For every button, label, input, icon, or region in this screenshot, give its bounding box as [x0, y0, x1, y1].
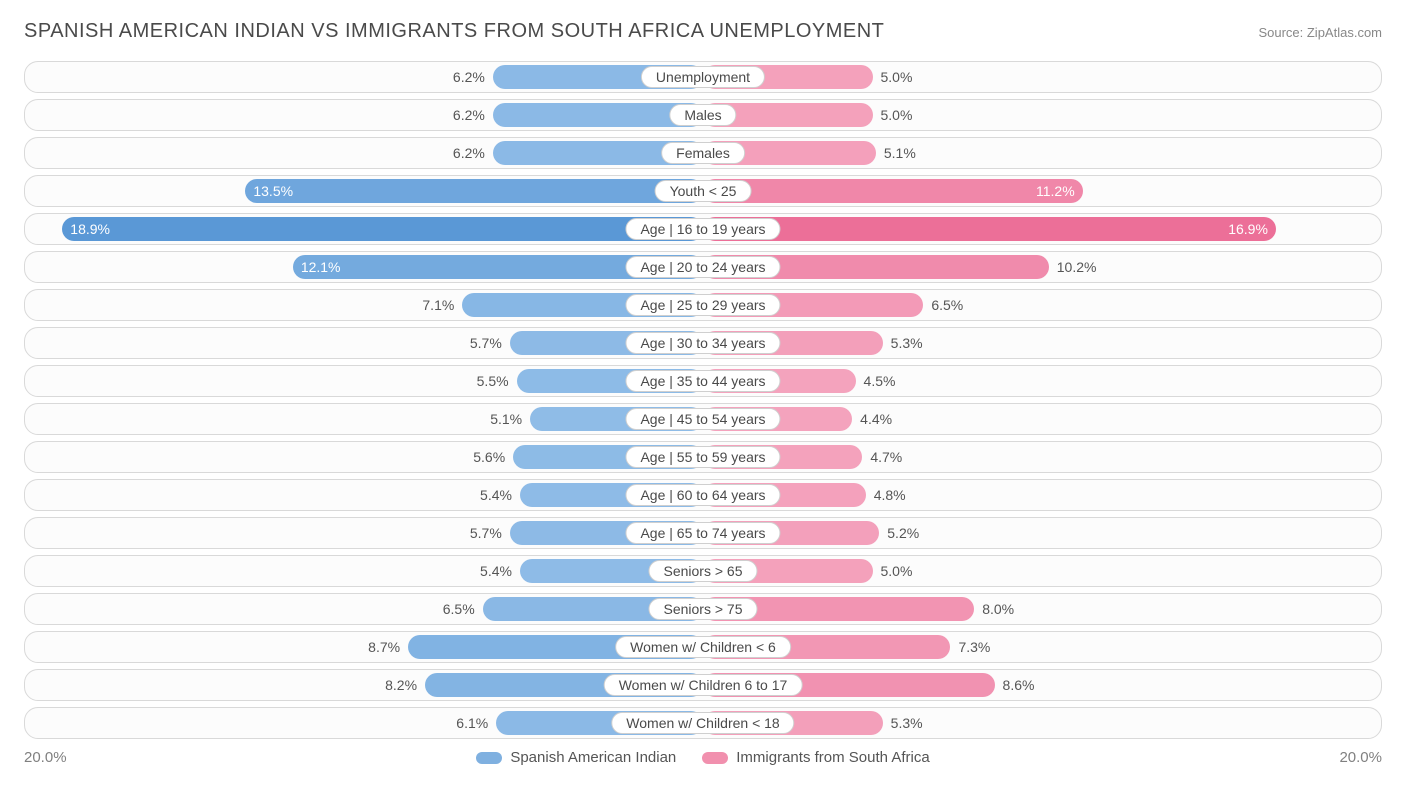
category-label: Seniors > 75 — [649, 598, 758, 620]
value-left: 8.2% — [385, 677, 417, 693]
chart-row: 5.1% 4.4% Age | 45 to 54 years — [24, 403, 1382, 435]
value-right: 8.0% — [982, 601, 1014, 617]
chart-row: 8.7% 7.3% Women w/ Children < 6 — [24, 631, 1382, 663]
value-right: 5.0% — [881, 107, 913, 123]
category-label: Age | 16 to 19 years — [625, 218, 780, 240]
legend: Spanish American Indian Immigrants from … — [476, 749, 929, 766]
category-label: Seniors > 65 — [649, 560, 758, 582]
legend-right: Immigrants from South Africa — [702, 749, 929, 766]
value-right: 4.4% — [860, 411, 892, 427]
value-right: 5.1% — [884, 145, 916, 161]
chart-row: 6.2% 5.1% Females — [24, 137, 1382, 169]
value-right: 5.0% — [881, 563, 913, 579]
value-right: 4.5% — [864, 373, 896, 389]
category-label: Age | 25 to 29 years — [625, 294, 780, 316]
value-left: 5.1% — [490, 411, 522, 427]
category-label: Age | 55 to 59 years — [625, 446, 780, 468]
chart-row: 8.2% 8.6% Women w/ Children 6 to 17 — [24, 669, 1382, 701]
chart-row: 6.2% 5.0% Unemployment — [24, 61, 1382, 93]
chart-row: 6.1% 5.3% Women w/ Children < 18 — [24, 707, 1382, 739]
chart-row: 5.7% 5.3% Age | 30 to 34 years — [24, 327, 1382, 359]
category-label: Unemployment — [641, 66, 765, 88]
chart-title: SPANISH AMERICAN INDIAN VS IMMIGRANTS FR… — [24, 20, 884, 43]
chart-source: Source: ZipAtlas.com — [1258, 25, 1382, 40]
chart-row: 7.1% 6.5% Age | 25 to 29 years — [24, 289, 1382, 321]
value-right: 6.5% — [931, 297, 963, 313]
legend-right-label: Immigrants from South Africa — [736, 749, 929, 766]
chart-row: 5.4% 5.0% Seniors > 65 — [24, 555, 1382, 587]
value-left: 5.4% — [480, 487, 512, 503]
bar-right — [703, 179, 1083, 203]
category-label: Age | 30 to 34 years — [625, 332, 780, 354]
category-label: Age | 35 to 44 years — [625, 370, 780, 392]
category-label: Youth < 25 — [655, 180, 752, 202]
value-left: 12.1% — [301, 259, 341, 275]
chart-row: 5.5% 4.5% Age | 35 to 44 years — [24, 365, 1382, 397]
chart-row: 5.7% 5.2% Age | 65 to 74 years — [24, 517, 1382, 549]
axis-left-max: 20.0% — [24, 749, 67, 766]
legend-left: Spanish American Indian — [476, 749, 676, 766]
legend-right-swatch — [702, 752, 728, 764]
category-label: Women w/ Children < 18 — [611, 712, 794, 734]
category-label: Age | 65 to 74 years — [625, 522, 780, 544]
value-left: 7.1% — [422, 297, 454, 313]
value-right: 7.3% — [958, 639, 990, 655]
category-label: Age | 20 to 24 years — [625, 256, 780, 278]
axis-right-max: 20.0% — [1339, 749, 1382, 766]
bar-right — [703, 217, 1276, 241]
value-right: 5.3% — [891, 335, 923, 351]
value-left: 18.9% — [70, 221, 110, 237]
value-left: 6.1% — [456, 715, 488, 731]
value-left: 5.6% — [473, 449, 505, 465]
value-right: 5.0% — [881, 69, 913, 85]
chart-row: 13.5% 11.2% Youth < 25 — [24, 175, 1382, 207]
value-right: 11.2% — [1036, 183, 1075, 199]
value-left: 5.4% — [480, 563, 512, 579]
value-right: 16.9% — [1228, 221, 1268, 237]
value-left: 6.2% — [453, 145, 485, 161]
category-label: Women w/ Children 6 to 17 — [604, 674, 803, 696]
category-label: Females — [661, 142, 745, 164]
chart-row: 5.6% 4.7% Age | 55 to 59 years — [24, 441, 1382, 473]
legend-left-swatch — [476, 752, 502, 764]
chart-row: 6.5% 8.0% Seniors > 75 — [24, 593, 1382, 625]
legend-left-label: Spanish American Indian — [510, 749, 676, 766]
value-left: 5.7% — [470, 335, 502, 351]
value-right: 8.6% — [1003, 677, 1035, 693]
value-left: 6.5% — [443, 601, 475, 617]
value-right: 5.3% — [891, 715, 923, 731]
bar-left — [245, 179, 703, 203]
value-left: 13.5% — [253, 183, 293, 199]
value-left: 8.7% — [368, 639, 400, 655]
value-left: 6.2% — [453, 69, 485, 85]
chart-row: 12.1% 10.2% Age | 20 to 24 years — [24, 251, 1382, 283]
chart-rows: 6.2% 5.0% Unemployment 6.2% 5.0% Males 6.2% 5.1… — [24, 61, 1382, 739]
chart-row: 18.9% 16.9% Age | 16 to 19 years — [24, 213, 1382, 245]
bar-left — [62, 217, 703, 241]
category-label: Males — [669, 104, 736, 126]
value-right: 5.2% — [887, 525, 919, 541]
value-right: 4.8% — [874, 487, 906, 503]
category-label: Age | 45 to 54 years — [625, 408, 780, 430]
category-label: Women w/ Children < 6 — [615, 636, 791, 658]
value-left: 5.7% — [470, 525, 502, 541]
chart-row: 5.4% 4.8% Age | 60 to 64 years — [24, 479, 1382, 511]
value-left: 5.5% — [477, 373, 509, 389]
value-right: 10.2% — [1057, 259, 1097, 275]
value-left: 6.2% — [453, 107, 485, 123]
value-right: 4.7% — [870, 449, 902, 465]
chart-row: 6.2% 5.0% Males — [24, 99, 1382, 131]
category-label: Age | 60 to 64 years — [625, 484, 780, 506]
